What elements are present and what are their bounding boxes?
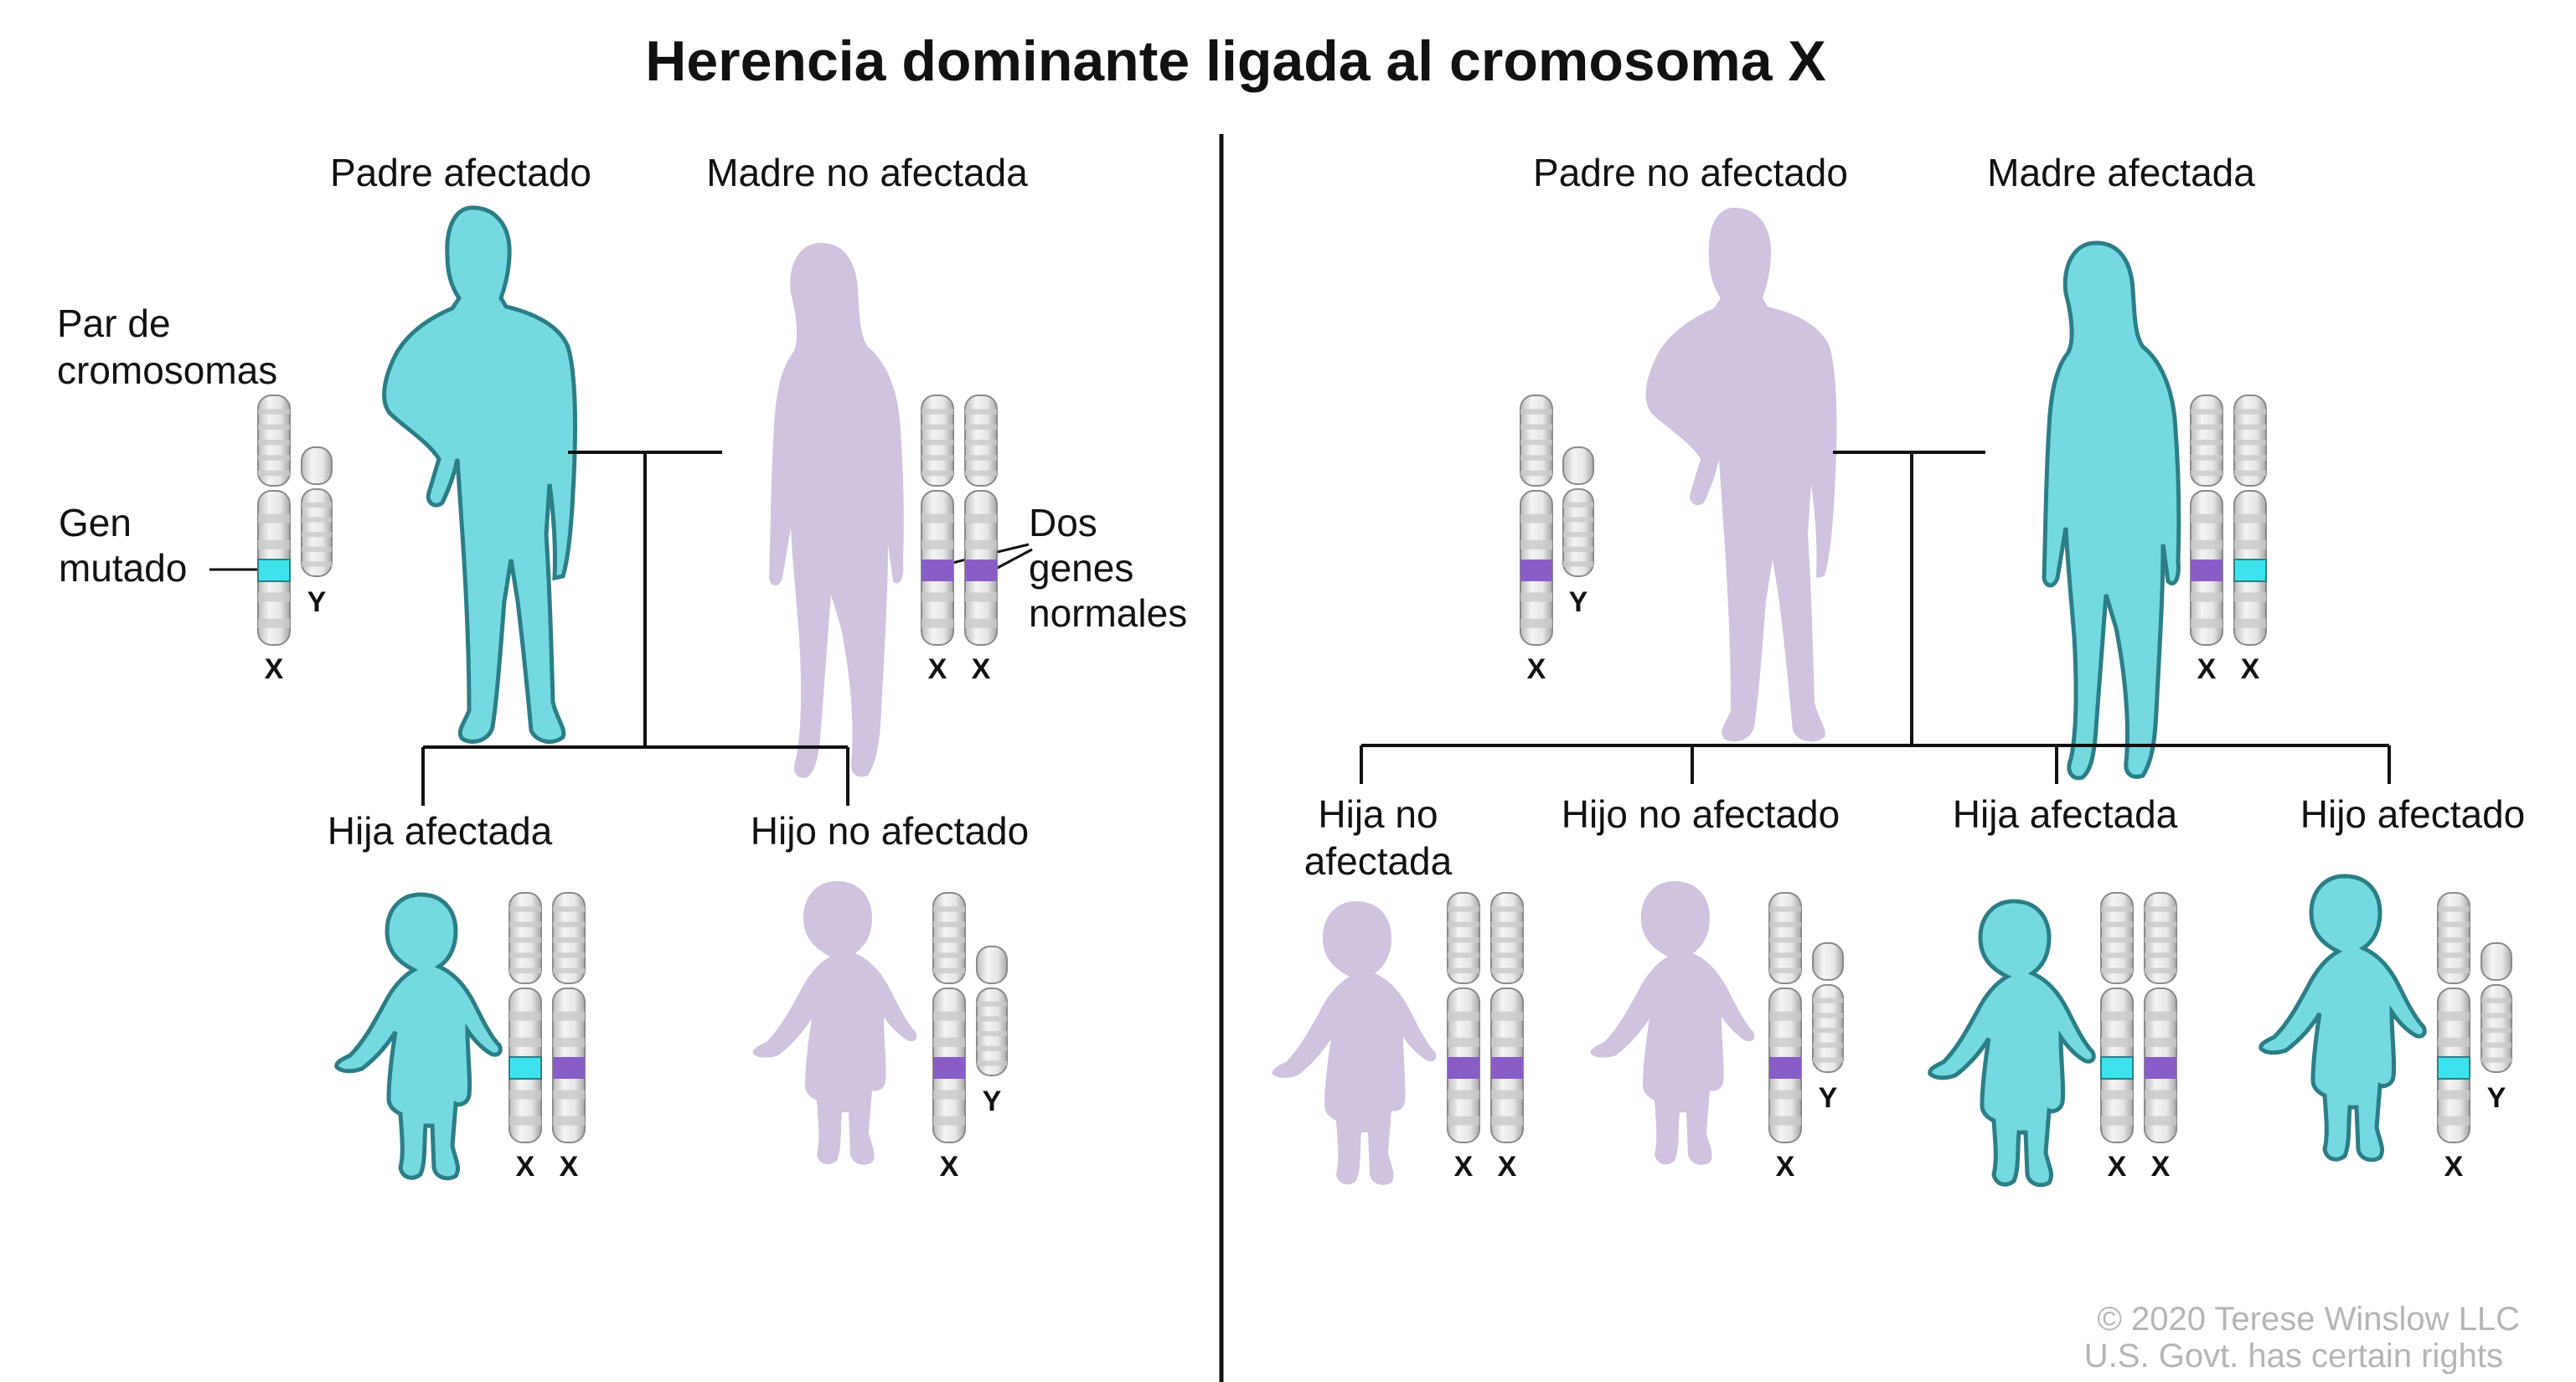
child1-x2: X	[1490, 892, 1524, 1183]
diagram-title: Herencia dominante ligada al cromosoma X	[645, 29, 1826, 93]
normal-gene-band	[2145, 1057, 2176, 1079]
child3-x2: X	[2144, 892, 2177, 1183]
legend-normal-genes-line1: Dos	[1029, 501, 1097, 544]
mother-affected-figure	[2044, 243, 2179, 778]
label-child3: Hija afectada	[1953, 792, 2178, 836]
child4-y: Y	[2480, 942, 2512, 1114]
right-pedigree-lines	[1360, 451, 2391, 784]
mutated-gene-band	[508, 1056, 542, 1080]
son-unaffected-y: Y	[976, 946, 1008, 1117]
x-chromosome-label: X	[2241, 653, 2260, 685]
mother-affected-x2: X	[2233, 394, 2267, 685]
label-child4: Hijo afectado	[2300, 792, 2526, 836]
label-mother-unaffected: Madre no afectada	[706, 151, 1028, 194]
y-chromosome-label: Y	[1569, 586, 1588, 618]
mutated-gene-band	[2233, 559, 2267, 582]
label-child1-line2: afectada	[1304, 839, 1453, 883]
y-chromosome-label: Y	[983, 1085, 1002, 1117]
legend-chromosome-pair-line2: cromosomas	[57, 348, 277, 392]
left-panel: Padre afectado Madre no afectada Par de …	[57, 151, 1187, 1178]
child1-x1: X	[1447, 892, 1480, 1183]
mother-unaffected-x2: X	[964, 394, 998, 685]
right-panel: Padre no afectado Madre afectada Hija no…	[1272, 151, 2526, 1185]
legend-normal-genes-line3: normales	[1029, 591, 1187, 635]
y-chromosome-label: Y	[307, 586, 327, 618]
x-chromosome-label: X	[2444, 1151, 2464, 1183]
daughter-affected-x2: X	[552, 892, 586, 1183]
x-chromosome-label: X	[265, 653, 284, 685]
normal-gene-band	[933, 1057, 965, 1079]
mother-affected-x1: X	[2190, 394, 2223, 685]
legend-normal-genes-line2: genes	[1029, 546, 1133, 590]
label-child1-line1: Hija no	[1318, 792, 1438, 836]
child4-x: X	[2437, 892, 2470, 1183]
child2-y: Y	[1812, 942, 1844, 1114]
child4-y-short-arm	[2480, 942, 2512, 981]
normal-gene-band	[965, 560, 997, 581]
label-father-unaffected: Padre no afectado	[1533, 151, 1848, 194]
label-daughter-affected: Hija afectada	[328, 809, 553, 853]
child2-x: X	[1768, 892, 1802, 1183]
normal-gene-band	[2191, 560, 2222, 581]
label-mother-affected: Madre afectada	[1987, 151, 2255, 194]
father-affected-y: Y	[301, 446, 333, 618]
x-chromosome-label: X	[940, 1151, 959, 1183]
normal-gene-band	[553, 1057, 585, 1079]
y-chromosome-label: Y	[1819, 1082, 1838, 1114]
father-affected-x: X	[257, 394, 291, 685]
father-affected-y-short-arm	[301, 446, 333, 485]
father-unaffected-x: X	[1520, 394, 1553, 685]
normal-gene-band	[1491, 1057, 1523, 1079]
daughter-affected-x1: X	[508, 892, 542, 1183]
mutated-gene-band	[2100, 1056, 2134, 1080]
x-chromosome-label: X	[560, 1151, 579, 1183]
normal-gene-band	[1448, 1057, 1479, 1079]
label-son-unaffected: Hijo no afectado	[751, 809, 1029, 853]
legend-chromosome-pair-line1: Par de	[57, 302, 171, 345]
x-chromosome-label: X	[1454, 1151, 1474, 1183]
x-chromosome-label: X	[1498, 1151, 1517, 1183]
x-chromosome-label: X	[2197, 653, 2217, 685]
copyright-line1: © 2020 Terese Winslow LLC	[2097, 1301, 2520, 1338]
y-chromosome-label: Y	[2487, 1082, 2506, 1114]
daughter-affected-figure	[337, 895, 501, 1178]
mutated-gene-band	[257, 559, 291, 582]
father-affected-figure	[385, 208, 576, 742]
father-unaffected-y-short-arm	[1562, 446, 1594, 485]
normal-gene-band	[1769, 1057, 1801, 1079]
mutated-gene-band	[2437, 1056, 2470, 1080]
normal-gene-band	[921, 560, 953, 581]
x-chromosome-label: X	[516, 1151, 535, 1183]
son-unaffected-y-short-arm	[976, 946, 1008, 984]
x-chromosome-label: X	[1776, 1151, 1795, 1183]
son-unaffected-x: X	[932, 892, 966, 1183]
x-chromosome-label: X	[1527, 653, 1546, 685]
father-unaffected-figure	[1645, 208, 1837, 742]
mother-unaffected-x1: X	[921, 394, 954, 685]
label-child2: Hijo no afectado	[1562, 792, 1840, 836]
x-chromosome-label: X	[2151, 1151, 2171, 1183]
left-pedigree-lines	[421, 451, 849, 806]
child4-son-affected-figure	[2261, 876, 2425, 1160]
legend-mutated-gene-line2: mutado	[59, 546, 187, 590]
child3-x1: X	[2100, 892, 2134, 1183]
child3-daughter-affected-figure	[1930, 901, 2094, 1185]
child2-y-short-arm	[1812, 942, 1844, 981]
x-chromosome-label: X	[2108, 1151, 2127, 1183]
legend-mutated-gene-line1: Gen	[59, 501, 132, 544]
normal-gene-band	[1520, 560, 1552, 581]
x-chromosome-label: X	[972, 653, 991, 685]
child2-son-unaffected-figure	[1590, 881, 1755, 1165]
x-chromosome-label: X	[928, 653, 947, 685]
son-unaffected-figure	[752, 881, 917, 1165]
mother-unaffected-figure	[769, 243, 904, 778]
label-father-affected: Padre afectado	[330, 151, 591, 194]
child1-daughter-unaffected-figure	[1272, 901, 1437, 1185]
copyright-line2: U.S. Govt. has certain rights	[2084, 1338, 2503, 1374]
father-unaffected-y: Y	[1562, 446, 1594, 618]
